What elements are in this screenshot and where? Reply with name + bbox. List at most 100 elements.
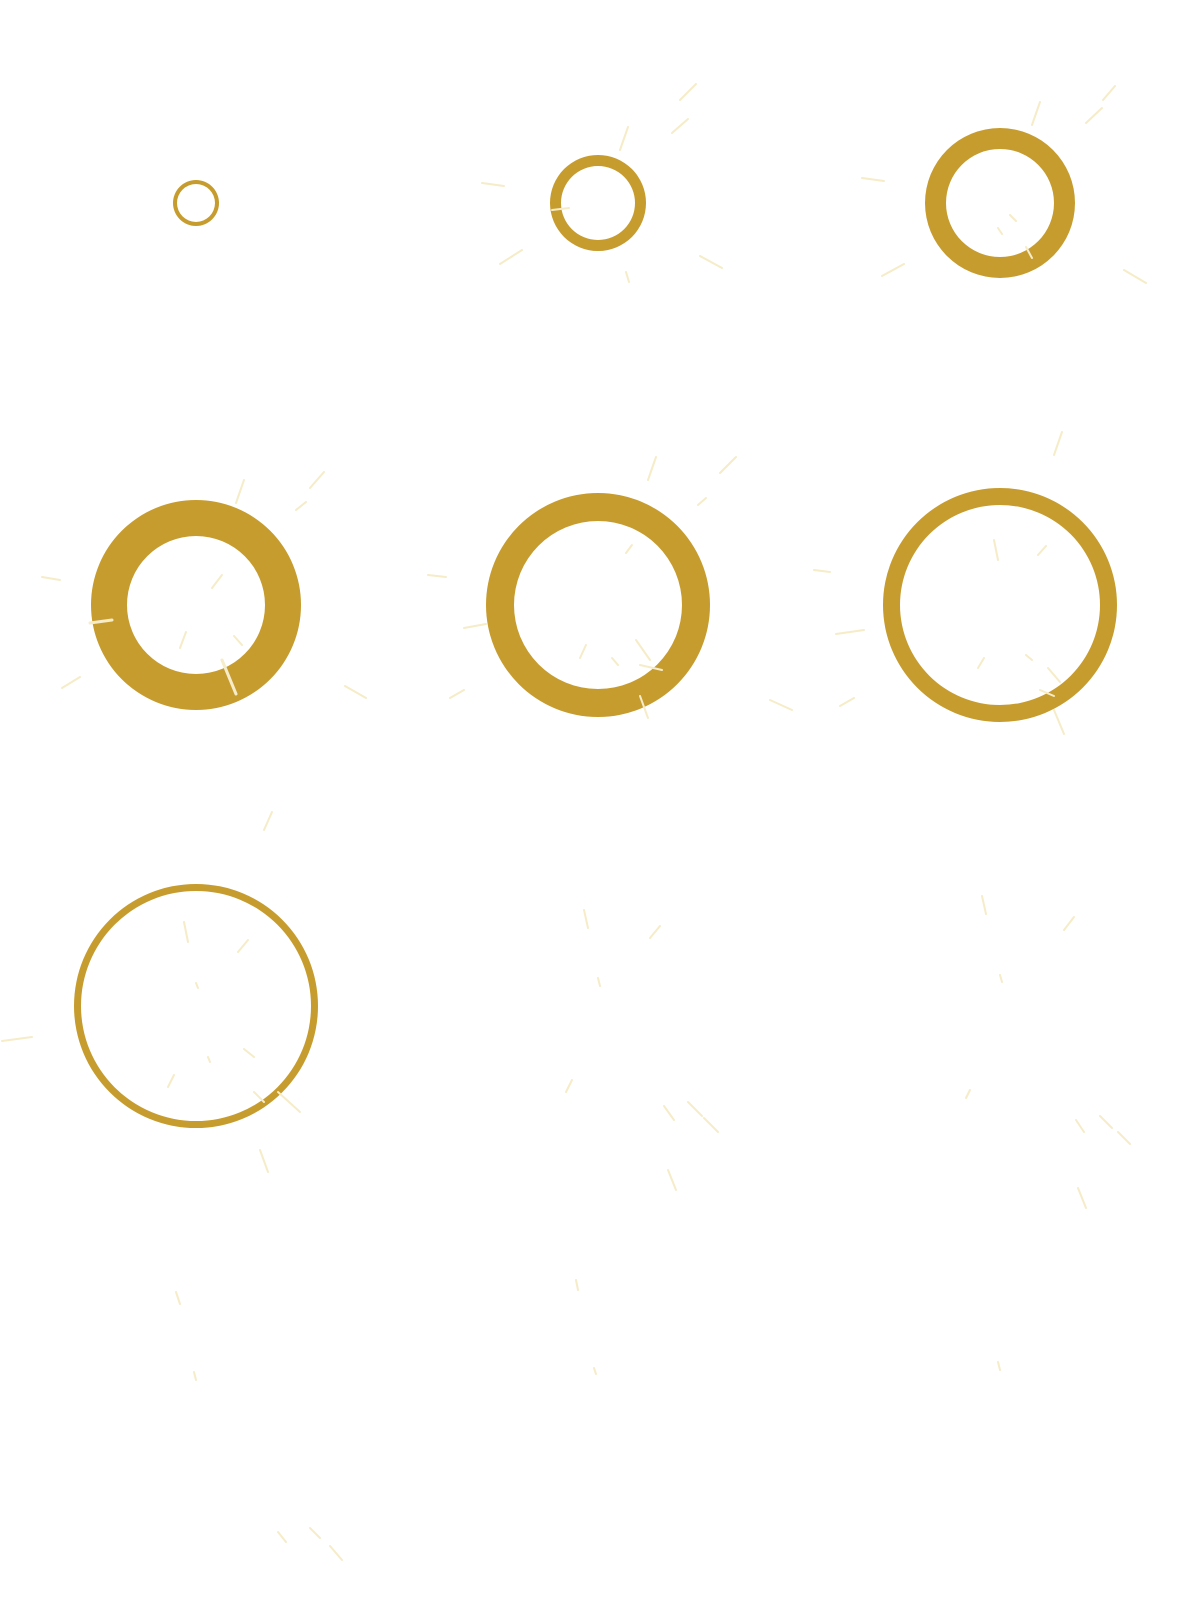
sparkle-streak [999,974,1003,983]
sparkle-streak [449,689,465,699]
sparkle-streak [207,1056,211,1063]
sparkle-streak [551,207,570,211]
sparkle-streak [243,1048,255,1058]
sparkle-streak [193,1371,197,1381]
sparkle-streak [1075,1119,1085,1133]
frame-9 [965,895,1131,1209]
sparkle-streak [697,497,707,506]
frame-10 [175,1291,343,1561]
sparkle-streak [769,699,793,711]
sparkle-streak [649,925,661,939]
sparkle-streak [88,618,114,625]
sparkle-streak [625,544,633,554]
sparkle-streak [1039,689,1055,697]
sparkle-streak [1117,1131,1131,1145]
sparkle-streak [583,909,589,929]
sparkle-streak [1053,431,1063,456]
sparkle-streak [253,1091,265,1103]
gold-ring [925,128,1075,278]
sparkle-streak [1047,667,1061,683]
sparkle-streak [233,635,243,646]
sparkle-streak [1025,246,1033,259]
row-3 [1,811,1131,1209]
sparkle-streak [719,456,737,474]
sparkle-streak [965,1089,971,1099]
sparkle-streak [839,697,855,707]
sparkle-streak [993,539,999,561]
sparkle-streak [699,255,723,269]
sparkle-streak [61,676,81,689]
sparkle-streak [1077,1187,1087,1209]
frame-11 [575,1279,597,1375]
frame-3 [861,85,1147,284]
frame-6 [769,431,1117,735]
sparkle-streak [1099,1115,1113,1129]
sparkle-streak [1009,214,1017,222]
sparkle-streak [997,227,1003,235]
sparkle-streak [1025,654,1033,661]
sparkle-streak [881,263,905,277]
sparkle-streak [565,1079,573,1093]
sparkle-streak [671,118,689,134]
sparkle-streak [639,695,649,719]
gold-ring [91,500,301,710]
sparkle-streak [259,1149,269,1173]
sparkle-streak [647,456,657,481]
sparkle-streak [997,1361,1001,1371]
frame-1 [172,179,220,227]
sparkle-streak [295,501,307,511]
sparkle-streak [309,471,325,489]
gold-ring [486,493,710,717]
sparkle-streak [679,83,697,101]
row-1 [172,83,1147,284]
sparkle-streak [1123,269,1147,284]
sparkle-streak [235,479,245,504]
sparkle-streak [663,1105,675,1121]
gold-ring [883,488,1117,722]
frame-4 [41,471,367,710]
sparkle-streak [1,1036,33,1042]
gold-ring [73,883,319,1129]
sparkle-streak [427,574,447,578]
sparkle-streak [220,658,238,696]
sparkle-streak [183,921,189,943]
sparkle-streak [703,1117,719,1133]
sparkle-streak [667,1169,677,1191]
row-4 [175,1279,1001,1561]
sparkle-streak [597,977,601,987]
gold-ring [550,155,646,251]
sparkle-streak [687,1101,703,1117]
sparkle-streak [167,1074,175,1088]
sparkle-streak [1037,545,1047,556]
sparkle-streak [1031,101,1041,126]
sparkle-streak [179,631,187,649]
sparkle-streak [1085,107,1103,124]
sparkle-streak [463,623,487,629]
sparkle-streak [41,576,61,581]
sparkle-streak [579,644,587,659]
frame-8 [565,909,719,1191]
sparkle-streak [309,1527,321,1539]
sparkle-streak [195,982,199,989]
gold-ring [172,179,220,227]
sparkle-streak [1053,709,1065,735]
sparkle-streak [593,1367,597,1375]
sparkle-streak [211,574,223,589]
sparkle-streak [639,664,663,671]
sparkle-streak [237,939,249,953]
frame-5 [427,456,737,719]
sparkle-streak [861,177,885,182]
sparkle-streak [344,685,367,699]
sparkle-streak [575,1279,579,1291]
sparkle-streak [175,1291,181,1305]
sparkle-streak [277,1091,301,1113]
sparkle-streak [977,657,985,669]
sparkle-streak [329,1545,343,1561]
sparkle-streak [1063,916,1075,931]
frame-2 [481,83,723,283]
sparkle-streak [499,249,523,265]
row-2 [41,431,1117,735]
sparkle-streak [813,569,831,573]
sparkle-streak [481,182,505,187]
